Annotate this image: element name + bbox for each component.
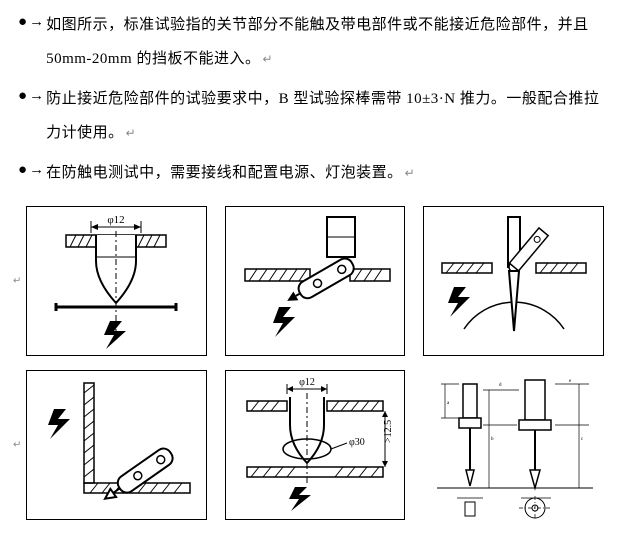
return-mark-icon: ↵ bbox=[13, 440, 21, 451]
return-mark-icon: ↵ bbox=[405, 166, 416, 180]
figure-grid: ↵ φ12 bbox=[18, 206, 612, 520]
figure-cell-1: ↵ φ12 bbox=[26, 206, 207, 356]
figure-cell-5: φ12 bbox=[225, 370, 406, 520]
arrow-right-icon: → bbox=[29, 156, 44, 184]
arrow-right-icon: → bbox=[29, 82, 44, 110]
bullet-list: ● → 如图所示，标准试验指的关节部分不能触及带电部件或不能接近危险部件，并且 … bbox=[18, 8, 612, 190]
probe-dimension-icon: φ12 bbox=[235, 375, 395, 515]
return-mark-icon: ↵ bbox=[13, 276, 21, 287]
rotating-probe-icon bbox=[434, 211, 594, 351]
return-mark-icon: ↵ bbox=[126, 126, 137, 140]
svg-text:d: d bbox=[499, 383, 502, 388]
figure-cell-4: ↵ bbox=[26, 370, 207, 520]
bullet-item: ● → 如图所示，标准试验指的关节部分不能触及带电部件或不能接近危险部件，并且 … bbox=[18, 8, 612, 76]
svg-text:c: c bbox=[581, 437, 584, 442]
svg-text:e: e bbox=[569, 379, 572, 384]
svg-text:φ12: φ12 bbox=[299, 377, 315, 388]
arrow-right-icon: → bbox=[29, 8, 44, 36]
svg-text:b: b bbox=[491, 437, 494, 442]
svg-text:>12.5: >12.5 bbox=[383, 420, 394, 443]
angled-probe-icon bbox=[235, 211, 395, 351]
bullet-dot-icon: ● bbox=[18, 156, 27, 184]
figure-cell-6: a b c d e bbox=[423, 370, 604, 520]
return-mark-icon: ↵ bbox=[262, 52, 273, 66]
svg-text:φ30: φ30 bbox=[349, 437, 365, 448]
phi12-label: φ12 bbox=[108, 214, 125, 226]
bullet-text: 防止接近危险部件的试验要求中，B 型试验探棒需带 10±3·N 推力。一般配合推… bbox=[46, 82, 612, 150]
bullet-dot-icon: ● bbox=[18, 8, 27, 36]
technical-drawing-icon: a b c d e bbox=[429, 370, 599, 520]
bullet-dot-icon: ● bbox=[18, 82, 27, 110]
figure-cell-3 bbox=[423, 206, 604, 356]
probe-diagram-icon: φ12 bbox=[36, 211, 196, 351]
bullet-text: 在防触电测试中，需要接线和配置电源、灯泡装置。↵ bbox=[46, 156, 612, 190]
corner-probe-icon bbox=[36, 375, 196, 515]
bullet-item: ● → 防止接近危险部件的试验要求中，B 型试验探棒需带 10±3·N 推力。一… bbox=[18, 82, 612, 150]
bullet-item: ● → 在防触电测试中，需要接线和配置电源、灯泡装置。↵ bbox=[18, 156, 612, 190]
bullet-text: 如图所示，标准试验指的关节部分不能触及带电部件或不能接近危险部件，并且 50mm… bbox=[46, 8, 612, 76]
page: ● → 如图所示，标准试验指的关节部分不能触及带电部件或不能接近危险部件，并且 … bbox=[0, 0, 630, 530]
bullet-text-content: 如图所示，标准试验指的关节部分不能触及带电部件或不能接近危险部件，并且 50mm… bbox=[46, 17, 589, 67]
bullet-text-content: 在防触电测试中，需要接线和配置电源、灯泡装置。 bbox=[46, 165, 403, 181]
figure-cell-2 bbox=[225, 206, 406, 356]
svg-text:a: a bbox=[447, 401, 450, 406]
